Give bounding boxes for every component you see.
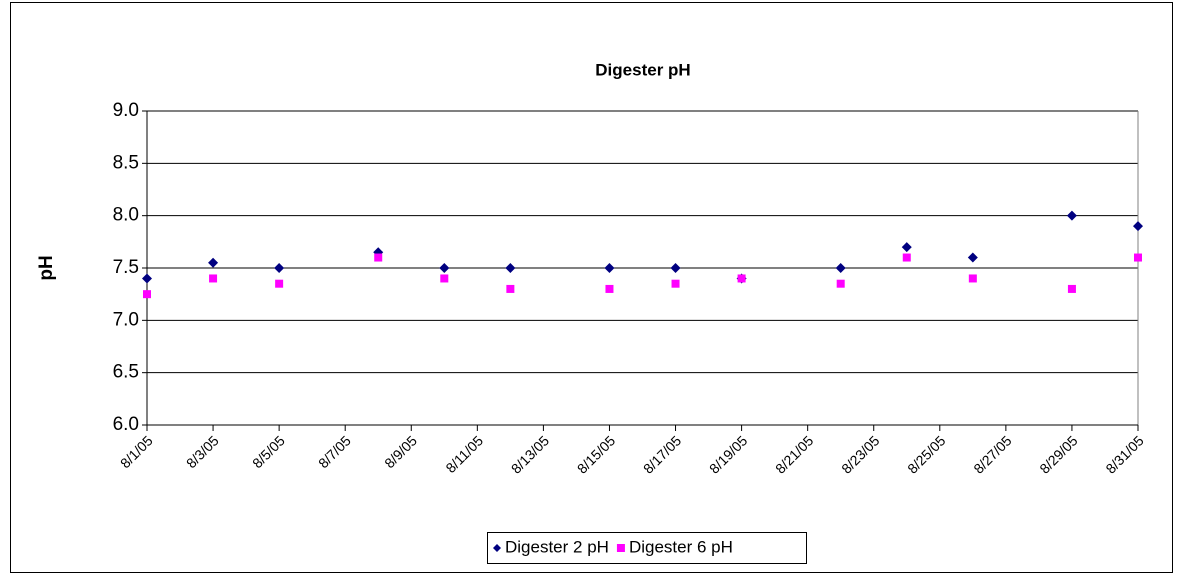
legend-marker	[616, 544, 625, 552]
y-axis-label: pH	[36, 255, 57, 280]
chart-title: Digester pH	[595, 60, 690, 79]
point	[967, 252, 978, 263]
point	[275, 279, 284, 288]
point	[836, 279, 845, 288]
point	[604, 263, 615, 273]
point	[670, 263, 681, 273]
point	[1134, 253, 1142, 262]
y-tick-label: 8.5	[113, 152, 139, 173]
point	[209, 274, 218, 283]
point	[439, 263, 450, 273]
point	[143, 290, 151, 299]
legend-box	[487, 532, 807, 564]
point	[902, 253, 911, 262]
point	[605, 284, 614, 293]
point	[142, 273, 152, 284]
y-tick-label: 7.5	[113, 257, 139, 278]
point	[440, 274, 449, 283]
y-tick-label: 6.0	[113, 414, 139, 435]
point	[737, 274, 746, 283]
point	[274, 263, 285, 273]
legend-marker	[493, 544, 501, 552]
point	[506, 284, 515, 293]
point	[1066, 210, 1077, 221]
y-tick-label: 9.0	[113, 100, 139, 121]
point	[505, 263, 516, 273]
point	[1067, 284, 1076, 293]
y-tick-label: 6.5	[113, 362, 139, 383]
point	[1133, 221, 1143, 232]
y-tick-label: 7.0	[113, 309, 139, 330]
legend-label: Digester 2 pH	[505, 537, 609, 556]
point	[671, 279, 680, 288]
point	[208, 257, 219, 268]
y-tick-label: 8.0	[113, 205, 139, 226]
point	[968, 274, 977, 283]
chart-border	[10, 2, 1173, 573]
legend-label: Digester 6 pH	[629, 537, 733, 556]
point	[374, 253, 383, 262]
point	[901, 242, 912, 253]
point	[835, 263, 846, 273]
